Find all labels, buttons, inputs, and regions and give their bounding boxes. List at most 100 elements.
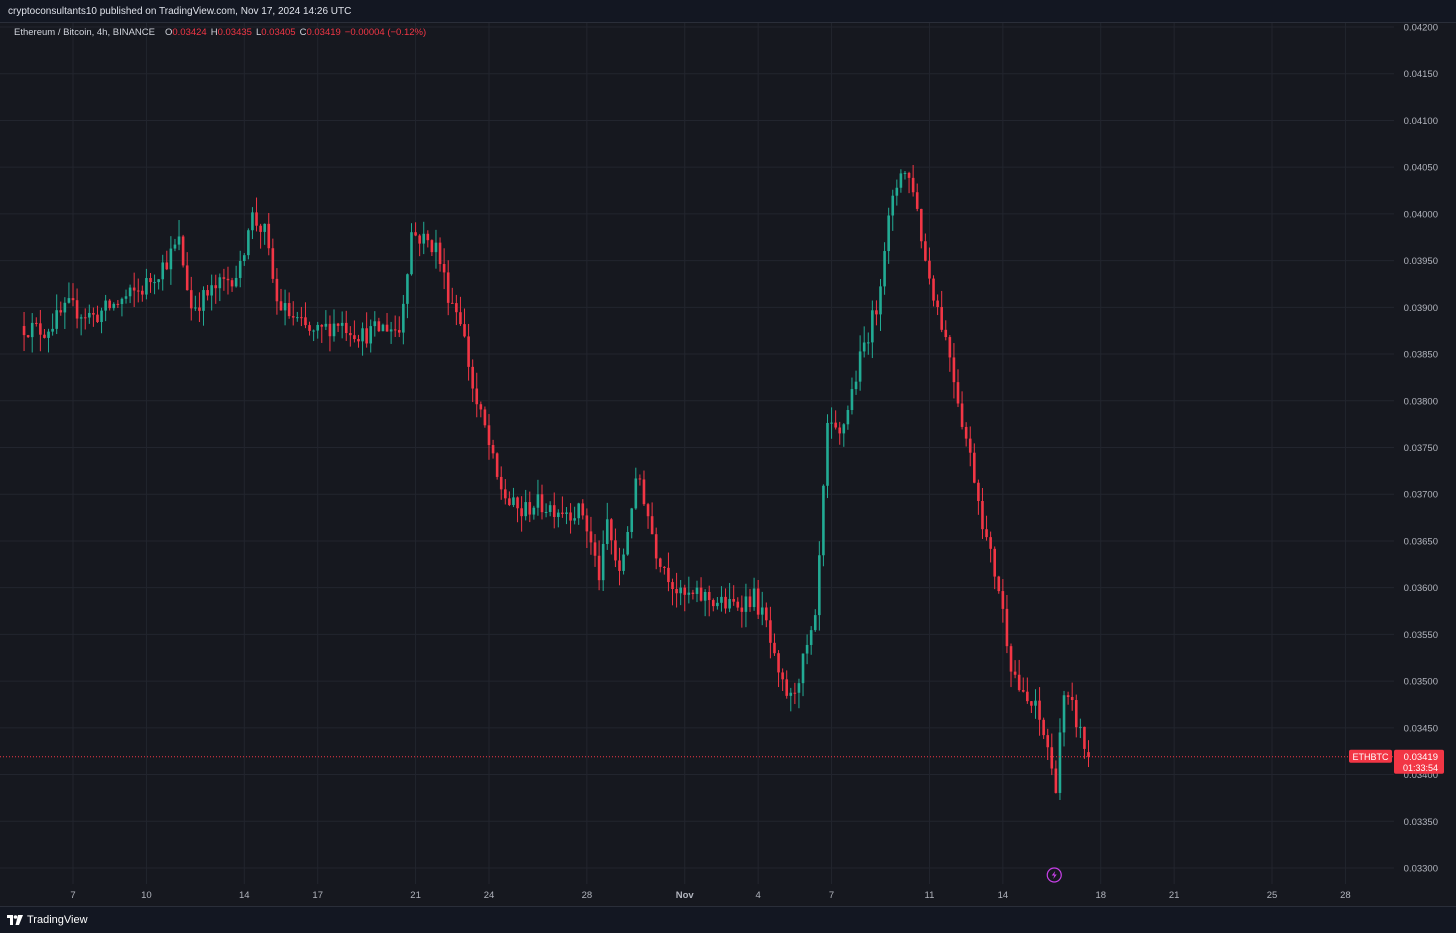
candle-body — [748, 596, 752, 608]
y-tick-label: 0.03500 — [1404, 677, 1438, 688]
candle-body — [610, 519, 613, 541]
candle-body — [365, 328, 368, 344]
candle-body — [1017, 674, 1021, 691]
x-tick-label: 7 — [70, 890, 75, 901]
candle-body — [785, 679, 789, 696]
candle-body — [642, 479, 646, 505]
candle-body — [879, 286, 882, 315]
candle-body — [487, 425, 491, 446]
candle-body — [850, 389, 854, 411]
candle-body — [658, 558, 662, 567]
y-tick-label: 0.04000 — [1404, 209, 1438, 220]
candle-body — [324, 323, 328, 327]
low-label: L — [255, 27, 262, 38]
candle-body — [512, 497, 515, 506]
candle-body — [769, 620, 772, 643]
ticker-tag — [1349, 749, 1392, 763]
candle-body — [491, 445, 495, 454]
y-tick-label: 0.03450 — [1404, 723, 1438, 734]
footer-bar: TradingView — [0, 906, 1456, 933]
candle-body — [928, 260, 931, 279]
candle-body — [185, 265, 189, 291]
close-label: C — [299, 27, 307, 38]
candle-body — [120, 298, 124, 305]
candle-body — [34, 322, 38, 324]
candle-body — [516, 497, 519, 509]
candle-body — [47, 331, 50, 338]
candle-body — [83, 317, 87, 319]
candle-body — [234, 277, 238, 287]
candle-body — [577, 503, 581, 519]
x-tick-label: 4 — [756, 890, 761, 901]
candle-body — [1087, 752, 1090, 757]
candle-body — [67, 298, 71, 303]
candle-body — [1070, 697, 1074, 701]
candle-body — [687, 592, 691, 595]
candle-body — [1013, 671, 1017, 675]
candle-body — [993, 548, 997, 577]
y-tick-label: 0.03650 — [1404, 536, 1438, 547]
candle-body — [940, 307, 943, 330]
candle-body — [165, 262, 169, 270]
high-label: H — [210, 27, 218, 38]
candle-body — [585, 515, 589, 532]
candle-body — [242, 255, 246, 261]
candle-body — [1050, 747, 1054, 769]
candle-body — [475, 388, 479, 405]
candle-body — [271, 248, 275, 279]
candle-body — [573, 518, 576, 521]
candle-body — [418, 235, 421, 244]
candle-body — [344, 322, 348, 334]
candle-body — [561, 512, 564, 514]
candle-body — [300, 317, 303, 319]
candle-body — [145, 277, 148, 295]
candle-body — [711, 600, 715, 607]
candle-body — [1042, 719, 1045, 736]
candle-body — [618, 560, 621, 571]
candle-body — [202, 290, 205, 311]
x-tick-label: 28 — [582, 890, 593, 901]
candle-body — [1062, 695, 1066, 733]
candle-body — [153, 282, 156, 284]
candle-body — [189, 290, 193, 309]
candle-body — [989, 537, 992, 549]
candle-body — [622, 554, 625, 571]
candle-body — [1026, 691, 1029, 702]
candle-body — [308, 325, 311, 331]
tradingview-logo[interactable]: TradingView — [7, 914, 88, 926]
candle-body — [846, 410, 850, 425]
candle-body — [699, 587, 703, 601]
candle-body — [173, 244, 177, 249]
candle-body — [149, 277, 152, 283]
candle-body — [569, 512, 572, 521]
candle-body — [548, 505, 552, 512]
candle-body — [373, 321, 377, 327]
candle-body — [789, 692, 793, 696]
y-tick-label: 0.03350 — [1404, 817, 1438, 828]
candle-body — [830, 422, 833, 424]
change-value: −0.00004 (−0.12%) — [344, 27, 427, 38]
candle-body — [385, 324, 389, 332]
candle-body — [92, 312, 95, 315]
candle-body — [96, 314, 99, 323]
candle-body — [756, 588, 760, 615]
candle-body — [296, 317, 299, 319]
candle-body — [226, 278, 230, 281]
x-tick-label: 21 — [1169, 890, 1180, 901]
candle-body — [948, 337, 952, 358]
candle-body — [508, 498, 511, 506]
candle-body — [626, 531, 629, 555]
candle-body — [875, 310, 878, 315]
candle-body — [340, 322, 344, 326]
candle-body — [336, 323, 340, 326]
candle-body — [703, 591, 707, 601]
candle-body — [198, 307, 201, 311]
candle-body — [402, 303, 405, 333]
candle-body — [630, 508, 634, 532]
candle-body — [218, 277, 222, 289]
publisher-bar: cryptoconsultants10 published on Trading… — [0, 0, 1456, 23]
x-tick-label: 24 — [484, 890, 495, 901]
candle-body — [1079, 726, 1082, 728]
candle-body — [973, 452, 976, 483]
